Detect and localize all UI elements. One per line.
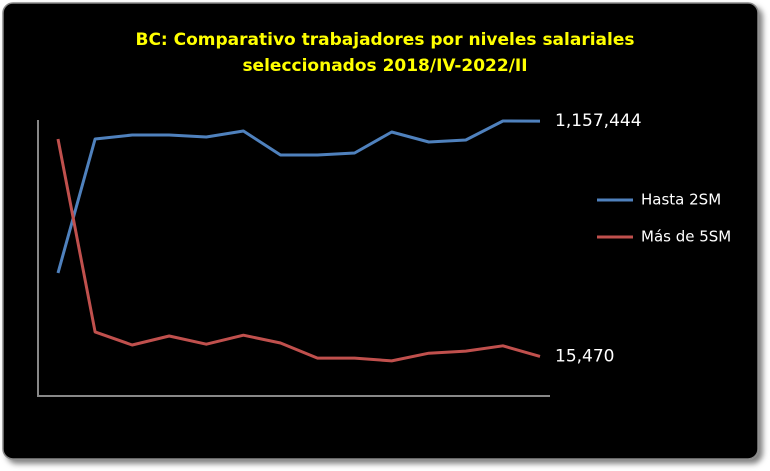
- legend-label: Hasta 2SM: [641, 191, 721, 209]
- series-line: [56, 138, 541, 363]
- data-label: 15,470: [555, 346, 614, 366]
- chart-panel: [2, 2, 759, 460]
- chart-title: BC: Comparativo trabajadores por niveles…: [135, 30, 634, 50]
- chart-title: seleccionados 2018/IV-2022/II: [242, 56, 527, 76]
- series-line: [56, 119, 541, 274]
- legend-label: Más de 5SM: [641, 228, 731, 246]
- data-label: 1,157,444: [555, 111, 642, 131]
